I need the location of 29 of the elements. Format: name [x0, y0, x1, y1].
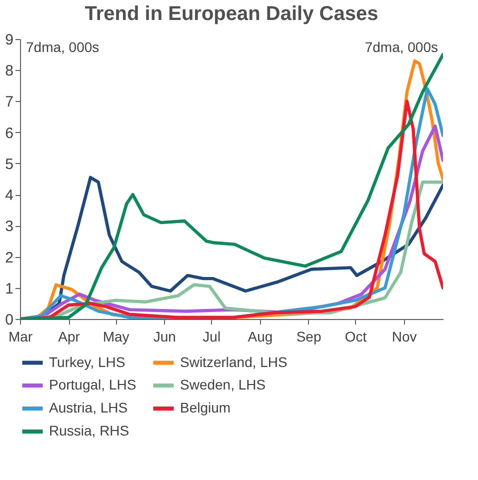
legend-label: Sweden, LHS [180, 376, 266, 392]
x-tick-label: Mar [8, 328, 33, 344]
y-tick-label: 2 [5, 249, 14, 266]
legend-label: Belgium [180, 400, 231, 416]
y-tick-label: 8 [5, 62, 14, 80]
y-tick-label: 0 [5, 312, 14, 328]
x-tick-label: Nov [392, 328, 417, 344]
y-tick-label: 9 [5, 32, 14, 48]
y-tick-label: 1 [5, 280, 14, 298]
legend-label: Portugal, LHS [49, 376, 136, 392]
y-tick-label: 5 [5, 156, 14, 173]
x-tick-label: Sep [296, 328, 322, 344]
y-tick-label: 6 [5, 124, 14, 142]
x-tick-label: Jun [153, 328, 176, 344]
y-tick-label: 7 [5, 94, 14, 111]
y-tick-label: 4 [5, 187, 14, 204]
x-tick-label: Jul [202, 328, 221, 344]
legend-label: Turkey, LHS [49, 354, 126, 370]
x-tick-label: Aug [248, 328, 273, 344]
x-tick-label: May [102, 328, 130, 344]
annotation: 7dma, 000s [26, 39, 100, 55]
x-tick-label: Oct [344, 328, 367, 344]
chart-title: Trend in European Daily Cases [84, 3, 378, 25]
legend-label: Switzerland, LHS [180, 354, 288, 370]
legend-label: Russia, RHS [49, 422, 130, 438]
y-tick-label: 3 [5, 218, 14, 236]
annotation: 7dma, 000s [364, 39, 438, 55]
legend-label: Austria, LHS [49, 400, 128, 416]
x-tick-label: Apr [58, 328, 80, 344]
